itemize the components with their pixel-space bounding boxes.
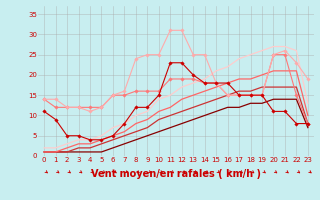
X-axis label: Vent moyen/en rafales ( km/h ): Vent moyen/en rafales ( km/h ): [91, 169, 261, 179]
